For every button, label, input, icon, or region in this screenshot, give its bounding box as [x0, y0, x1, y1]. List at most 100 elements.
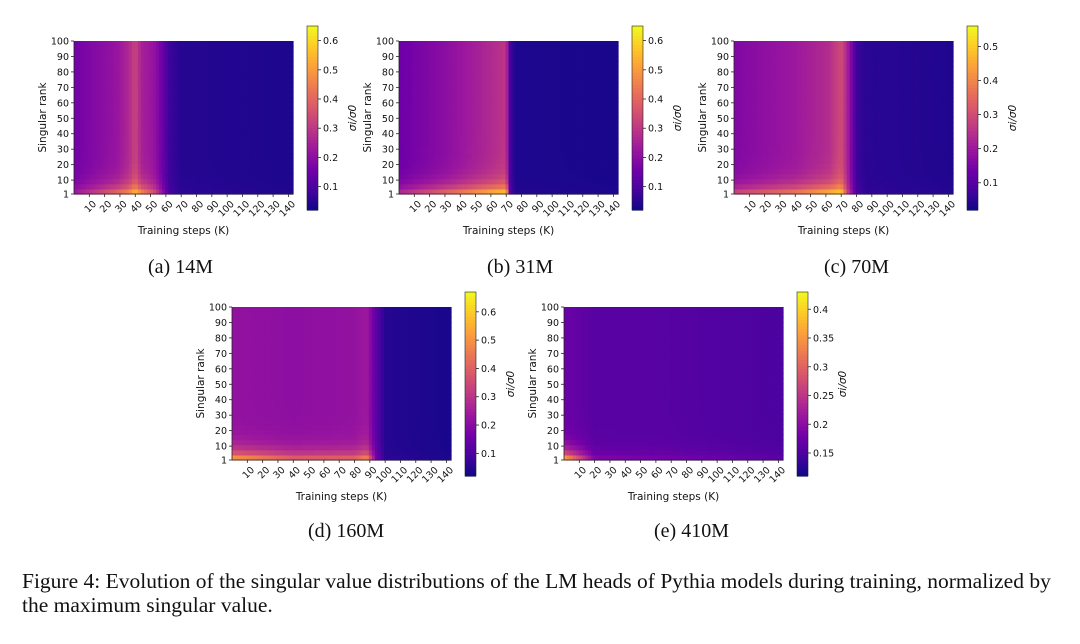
- heatmap-cell: [95, 71, 99, 78]
- heatmap-cell: [262, 132, 267, 139]
- heatmap-cell: [572, 153, 577, 159]
- heatmap-cell: [189, 107, 194, 113]
- heatmap-cell: [456, 173, 461, 180]
- heatmap-cell: [122, 153, 127, 159]
- heatmap-cell: [189, 71, 194, 78]
- heatmap-cell: [478, 56, 482, 62]
- heatmap-cell: [472, 51, 476, 57]
- heatmap-cell: [180, 158, 185, 164]
- heatmap-cell: [535, 173, 540, 180]
- heatmap-cell: [599, 46, 604, 52]
- heatmap-cell: [520, 56, 525, 62]
- heatmap-cell: [241, 168, 245, 175]
- heatmap-cell: [532, 153, 537, 159]
- heatmap-cell: [456, 86, 461, 93]
- heatmap-cell: [262, 112, 267, 119]
- heatmap-cell: [514, 183, 519, 190]
- heatmap-cell: [131, 97, 136, 103]
- heatmap-cell: [250, 153, 255, 159]
- heatmap-cell: [456, 71, 461, 78]
- heatmap-cell: [147, 188, 151, 195]
- heatmap-cell: [153, 71, 157, 78]
- heatmap-cell: [758, 51, 762, 57]
- heatmap-cell: [226, 61, 230, 68]
- heatmap-cell: [496, 92, 500, 98]
- heatmap-cell: [274, 71, 279, 78]
- heatmap-cell: [502, 178, 507, 185]
- heatmap-cell: [417, 41, 421, 47]
- heatmap-cell: [283, 158, 288, 164]
- heatmap-cell: [538, 61, 543, 68]
- heatmap-cell: [511, 153, 516, 159]
- y-tick-label: 100: [376, 37, 394, 48]
- heatmap-cell: [265, 51, 270, 57]
- heatmap-cell: [274, 188, 279, 195]
- heatmap-cell: [743, 102, 747, 108]
- heatmap-cell: [95, 112, 99, 119]
- heatmap-cell: [399, 127, 403, 134]
- heatmap-cell: [523, 183, 528, 190]
- heatmap-cell: [289, 183, 294, 190]
- heatmap-cell: [247, 97, 252, 103]
- heatmap-cell: [475, 61, 479, 68]
- heatmap-cell: [177, 178, 182, 185]
- heatmap-cell: [450, 56, 455, 62]
- heatmap-cell: [223, 97, 227, 103]
- heatmap-cell: [453, 173, 458, 180]
- heatmap-cell: [551, 127, 555, 134]
- heatmap-cell: [411, 158, 415, 164]
- colorbar-frame: [631, 25, 644, 211]
- heatmap-cell: [545, 41, 549, 47]
- heatmap-cell: [551, 46, 555, 52]
- heatmap-cell: [186, 132, 191, 139]
- heatmap-cell: [107, 127, 112, 134]
- heatmap-cell: [472, 158, 476, 164]
- heatmap-cell: [566, 97, 570, 103]
- y-tick-label: 10: [382, 176, 394, 187]
- heatmap-cell: [475, 56, 479, 62]
- heatmap-cell: [77, 168, 81, 175]
- heatmap-cell: [204, 61, 209, 68]
- heatmap-cell: [761, 102, 766, 108]
- y-tick-label: 1: [388, 190, 394, 201]
- heatmap-cell: [274, 153, 279, 159]
- heatmap-cell: [177, 46, 182, 52]
- heatmap-cell: [560, 76, 564, 83]
- heatmap-cell: [468, 127, 473, 134]
- heatmap-cell: [743, 143, 747, 149]
- heatmap-cell: [262, 168, 267, 175]
- heatmap-cell: [737, 168, 741, 175]
- heatmap-cell: [465, 92, 470, 98]
- heatmap-cell: [511, 86, 516, 93]
- heatmap-cell: [189, 122, 194, 129]
- heatmap-cell: [204, 153, 209, 159]
- heatmap-cell: [438, 46, 443, 52]
- heatmap-cell: [280, 158, 285, 164]
- heatmap-cell: [229, 66, 233, 73]
- heatmap-cell: [92, 97, 96, 103]
- heatmap-cell: [405, 183, 409, 190]
- heatmap-cell: [575, 97, 580, 103]
- heatmap-cell: [566, 71, 570, 78]
- heatmap-cell: [414, 92, 418, 98]
- heatmap-cell: [529, 188, 534, 195]
- heatmap-cell: [107, 158, 112, 164]
- heatmap-cell: [499, 158, 504, 164]
- heatmap-cell: [423, 107, 427, 113]
- heatmap-cell: [551, 56, 555, 62]
- heatmap-cell: [399, 173, 403, 180]
- heatmap-cell: [764, 178, 769, 185]
- heatmap-cell: [110, 153, 115, 159]
- heatmap-cell: [131, 153, 136, 159]
- heatmap-cell: [244, 71, 248, 78]
- heatmap-cell: [399, 117, 403, 124]
- heatmap-cell: [277, 56, 282, 62]
- heatmap-cell: [453, 97, 458, 103]
- y-tick-label: 80: [57, 67, 69, 78]
- heatmap-cell: [98, 178, 102, 185]
- heatmap-cell: [262, 178, 267, 185]
- heatmap-cell: [271, 163, 276, 170]
- heatmap-cell: [554, 102, 558, 108]
- heatmap-cell: [183, 81, 188, 88]
- heatmap-cell: [548, 132, 552, 139]
